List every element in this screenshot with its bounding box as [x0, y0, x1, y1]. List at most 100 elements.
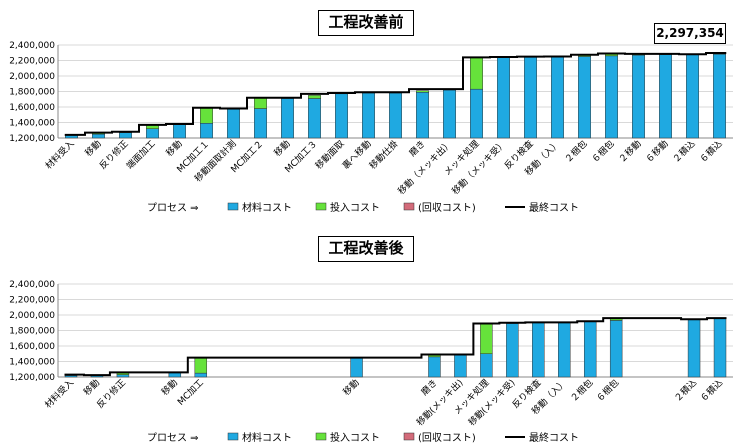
- chart-1-legend-swatch: [403, 202, 415, 211]
- chart-1-bar-material: [713, 53, 726, 139]
- chart-1-x-tick-label: ６積込: [697, 138, 725, 166]
- chart-2-legend-label: 投入コスト: [330, 431, 380, 444]
- chart-1-y-tick-label: 1,800,000: [9, 88, 55, 98]
- chart-1-x-tick-label: 移動: [82, 138, 103, 159]
- chart-1-bar-material: [551, 56, 564, 139]
- chart-2-y-tick-label: 1,400,000: [9, 358, 55, 368]
- chart-2-legend-prefix: プロセス ⇒: [147, 432, 199, 444]
- chart-1-bar-material: [659, 54, 672, 139]
- chart-1-total-label: 2,297,354: [654, 23, 726, 44]
- chart-1-bar-input: [416, 90, 429, 93]
- chart-2-x-tick-label: ６積込: [698, 377, 726, 405]
- chart-2-final-cost-line: [64, 317, 727, 377]
- chart-1-bar-material: [578, 56, 591, 139]
- chart-2-x-tick-label: 移動: [159, 377, 180, 398]
- chart-2-x-tick-label: 移動: [340, 377, 361, 398]
- chart-1-bar-input: [470, 57, 483, 90]
- chart-1-x-tick-label: 反り修正: [97, 138, 131, 172]
- chart-1-x-tick-label: 裏へ移動: [340, 138, 374, 172]
- chart-1-legend-prefix: プロセス ⇒: [147, 202, 199, 214]
- chart-2-bar-material: [687, 319, 701, 378]
- chart-1-x-tick-label: ２積込: [670, 138, 698, 166]
- chart-2-bar-material: [454, 354, 467, 378]
- chart-2-bar-input: [480, 323, 493, 354]
- chart-1-x-tick-label: 磨き: [407, 138, 428, 159]
- chart-1-y-tick-label: 1,600,000: [9, 103, 55, 113]
- chart-1-y-tick-label: 1,400,000: [9, 119, 55, 129]
- chart-1-x-tick-label: ６移動: [643, 138, 671, 166]
- chart-1-bar-material: [308, 98, 321, 139]
- chart-1-bar-input: [308, 95, 321, 99]
- chart-2-legend-swatch: [227, 432, 239, 441]
- chart-1-x-tick-label: 端面加工: [124, 138, 158, 172]
- chart-2-x-tick-label: ２梱包: [568, 377, 596, 405]
- chart-1-bar-material: [470, 88, 483, 139]
- chart-1-bar-material: [632, 54, 645, 139]
- chart-1-bar-material: [605, 55, 618, 139]
- chart-2-bar-material: [506, 323, 519, 378]
- chart-1-bar-material: [200, 123, 213, 139]
- chart-2-y-tick-label: 1,200,000: [9, 373, 55, 383]
- chart-1-bar-input: [200, 107, 213, 124]
- chart-2-bar-input: [194, 357, 208, 374]
- chart-1-bar-input: [254, 97, 267, 109]
- chart-1-legend-swatch: [315, 202, 327, 211]
- chart-1-bar-material: [227, 109, 240, 139]
- chart-2-y-tick-label: 2,400,000: [9, 280, 55, 290]
- chart-2-x-tick-label: ６梱包: [594, 377, 622, 405]
- chart-1-x-tick-label: 移動仕掛: [367, 138, 401, 172]
- chart-1-y-tick-label: 2,200,000: [9, 57, 55, 67]
- chart-2-bar-material: [713, 317, 727, 378]
- chart-2-x-tick-label: ２積込: [672, 377, 700, 405]
- chart-1-legend-swatch: [227, 202, 239, 211]
- chart-2-title: 工程改善後: [318, 236, 414, 262]
- chart-2-bar-material: [350, 357, 363, 378]
- chart-2-x-tick-label: 磨き: [419, 377, 440, 398]
- chart-1-legend-label: 材料コスト: [242, 201, 292, 214]
- chart-2-bar-material: [609, 320, 623, 378]
- chart-2-x-tick-label: MC加工: [175, 377, 205, 407]
- chart-2-bar-material: [480, 353, 493, 378]
- chart-2-legend-label: (回収コスト): [418, 432, 476, 444]
- chart-1-x-tick-label: ６梱包: [589, 138, 617, 166]
- chart-1-bar-material: [146, 128, 159, 139]
- chart-1-legend-label: (回収コスト): [418, 202, 476, 214]
- chart-1-bar-material: [389, 92, 402, 139]
- chart-1-bar-material: [362, 92, 375, 139]
- chart-1-x-tick-label: ２梱包: [562, 138, 590, 166]
- chart-2-bar-material: [558, 322, 571, 378]
- chart-2-legend-swatch: [403, 432, 415, 441]
- chart-2-bar-material: [428, 356, 441, 378]
- chart-2-legend-label: 最終コスト: [529, 431, 579, 444]
- chart-2-y-tick-label: 2,200,000: [9, 296, 55, 306]
- chart-2-bar-material: [194, 372, 208, 378]
- chart-1-y-tick-label: 1,200,000: [9, 134, 55, 144]
- chart-2-bar-material: [116, 374, 130, 378]
- chart-2-y-tick-label: 2,000,000: [9, 311, 55, 321]
- chart-1-bar-material: [686, 54, 699, 139]
- chart-1-bar-material: [254, 108, 267, 139]
- chart-1-y-tick-label: 2,400,000: [9, 41, 55, 51]
- chart-1-x-tick-label: ２移動: [616, 138, 644, 166]
- chart-1-x-tick-label: 移動: [271, 138, 292, 159]
- chart-2-bar-material: [583, 320, 597, 378]
- chart-1-legend-label: 最終コスト: [529, 201, 579, 214]
- chart-2-x-tick-label: 移動: [81, 377, 102, 398]
- chart-1-x-tick-label: 移動: [163, 138, 184, 159]
- chart-1-bar-material: [119, 132, 132, 139]
- chart-1-x-tick-label: 移動面取: [313, 138, 347, 172]
- chart-1-bar-material: [173, 123, 186, 139]
- chart-1-bar-material: [335, 93, 348, 139]
- chart-2-x-tick-label: 反り修正: [94, 377, 128, 411]
- chart-2-y-tick-label: 1,600,000: [9, 342, 55, 352]
- chart-1-bar-material: [443, 89, 456, 139]
- chart-1-y-tick-label: 2,000,000: [9, 72, 55, 82]
- chart-1-title: 工程改善前: [318, 10, 414, 36]
- chart-2-bar-material: [532, 322, 545, 378]
- chart-1-bar-material: [416, 92, 429, 139]
- chart-1-bar-material: [92, 133, 105, 139]
- chart-2-legend-swatch: [315, 432, 327, 441]
- chart-2-x-tick-label: 移動(メッキ出): [414, 377, 466, 429]
- chart-1-bar-material: [497, 57, 510, 139]
